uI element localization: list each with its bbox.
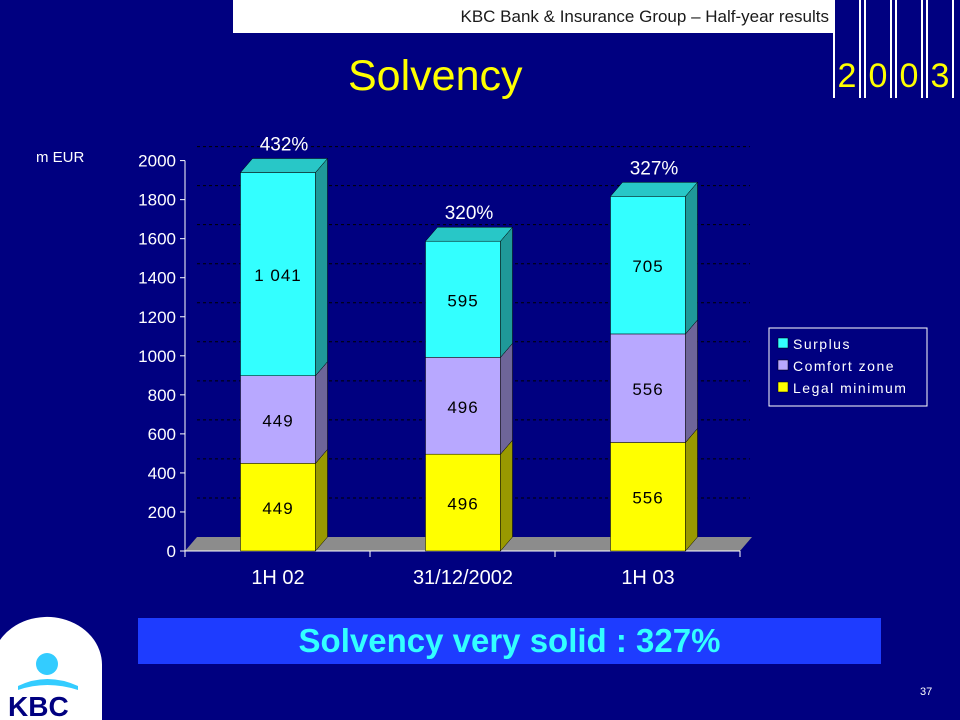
bar-side bbox=[315, 361, 328, 465]
header-title: KBC Bank & Insurance Group – Half-year r… bbox=[460, 7, 830, 26]
y-tick-label: 200 bbox=[148, 503, 176, 522]
y-tick-label: 400 bbox=[148, 464, 176, 483]
legend-box bbox=[768, 327, 928, 407]
y-axis-label: m EUR bbox=[36, 149, 85, 166]
x-tick-label: 1H 02 bbox=[251, 567, 304, 589]
bar-side bbox=[500, 439, 513, 552]
logo-body-shape bbox=[18, 679, 78, 690]
bar-side bbox=[685, 319, 698, 444]
legend-swatch bbox=[777, 337, 789, 349]
ratio-annotation: 320% bbox=[445, 203, 494, 224]
bar-segment bbox=[240, 172, 316, 376]
legend-label: Comfort zone bbox=[793, 358, 895, 374]
year-cell: 2 bbox=[833, 0, 861, 98]
year-digit: 3 bbox=[930, 57, 950, 95]
y-tick-label: 2000 bbox=[138, 152, 176, 171]
bar-side bbox=[315, 448, 328, 552]
kbc-logo: KBC bbox=[0, 616, 103, 720]
bar-segment bbox=[610, 196, 686, 335]
ratio-annotation: 327% bbox=[630, 158, 679, 179]
year-digit: 0 bbox=[899, 57, 919, 95]
bar-segment bbox=[425, 357, 501, 455]
callout-box: Solvency very solid : 327% bbox=[138, 618, 881, 664]
y-tick-label: 1200 bbox=[138, 308, 176, 327]
bar-segment bbox=[240, 463, 316, 552]
bar-side bbox=[500, 226, 513, 359]
slide-title: Solvency bbox=[348, 52, 523, 100]
bar-side bbox=[500, 342, 513, 455]
x-tick-label: 31/12/2002 bbox=[413, 567, 513, 589]
header-bar: KBC Bank & Insurance Group – Half-year r… bbox=[233, 0, 833, 33]
bar-segment bbox=[610, 333, 686, 443]
bar-side bbox=[685, 181, 698, 335]
legend-label: Legal minimum bbox=[793, 380, 907, 396]
y-tick-label: 800 bbox=[148, 386, 176, 405]
bar-top bbox=[239, 158, 329, 173]
logo-head-shape bbox=[36, 653, 58, 675]
bar-segment bbox=[425, 453, 501, 552]
callout-text: Solvency very solid : 327% bbox=[298, 622, 721, 659]
y-tick-label: 600 bbox=[148, 425, 176, 444]
legend-swatch bbox=[777, 381, 789, 393]
page-number: 37 bbox=[920, 686, 933, 698]
y-tick-label: 1600 bbox=[138, 230, 176, 249]
data-label: 496 bbox=[447, 495, 478, 514]
year-badge: 2 0 0 3 bbox=[833, 0, 960, 98]
bar-side bbox=[315, 157, 328, 377]
solvency-chart: 0 200 400 600 800 1000 1200 1400 1600 1800 2000 m E… bbox=[36, 135, 928, 589]
bar-top bbox=[424, 226, 514, 242]
bar-segment bbox=[425, 240, 501, 358]
ratio-annotation: 432% bbox=[260, 135, 309, 156]
y-tick-label: 1400 bbox=[138, 269, 176, 288]
legend-swatch bbox=[777, 359, 789, 371]
y-tick-label: 1000 bbox=[138, 347, 176, 366]
year-digit: 2 bbox=[837, 57, 857, 95]
bar-side bbox=[685, 427, 698, 552]
data-label: 496 bbox=[447, 398, 478, 417]
bar-top bbox=[609, 182, 699, 197]
data-label: 705 bbox=[632, 257, 663, 276]
data-label: 1 041 bbox=[254, 266, 302, 285]
data-label: 556 bbox=[632, 380, 663, 399]
year-cell: 0 bbox=[895, 0, 923, 98]
data-label: 556 bbox=[632, 489, 663, 508]
x-tick-label: 1H 03 bbox=[621, 567, 674, 589]
data-label: 449 bbox=[262, 499, 293, 518]
bar-segment bbox=[610, 442, 686, 552]
logo-text: KBC bbox=[8, 691, 69, 720]
year-cell: 0 bbox=[864, 0, 892, 98]
bar-segment bbox=[240, 375, 316, 464]
data-label: 595 bbox=[447, 291, 478, 310]
y-tick-label: 0 bbox=[167, 542, 176, 561]
year-digit: 0 bbox=[868, 57, 888, 95]
year-cell: 3 bbox=[926, 0, 954, 98]
legend-label: Surplus bbox=[793, 336, 851, 352]
data-label: 449 bbox=[262, 412, 293, 431]
y-tick-label: 1800 bbox=[138, 191, 176, 210]
